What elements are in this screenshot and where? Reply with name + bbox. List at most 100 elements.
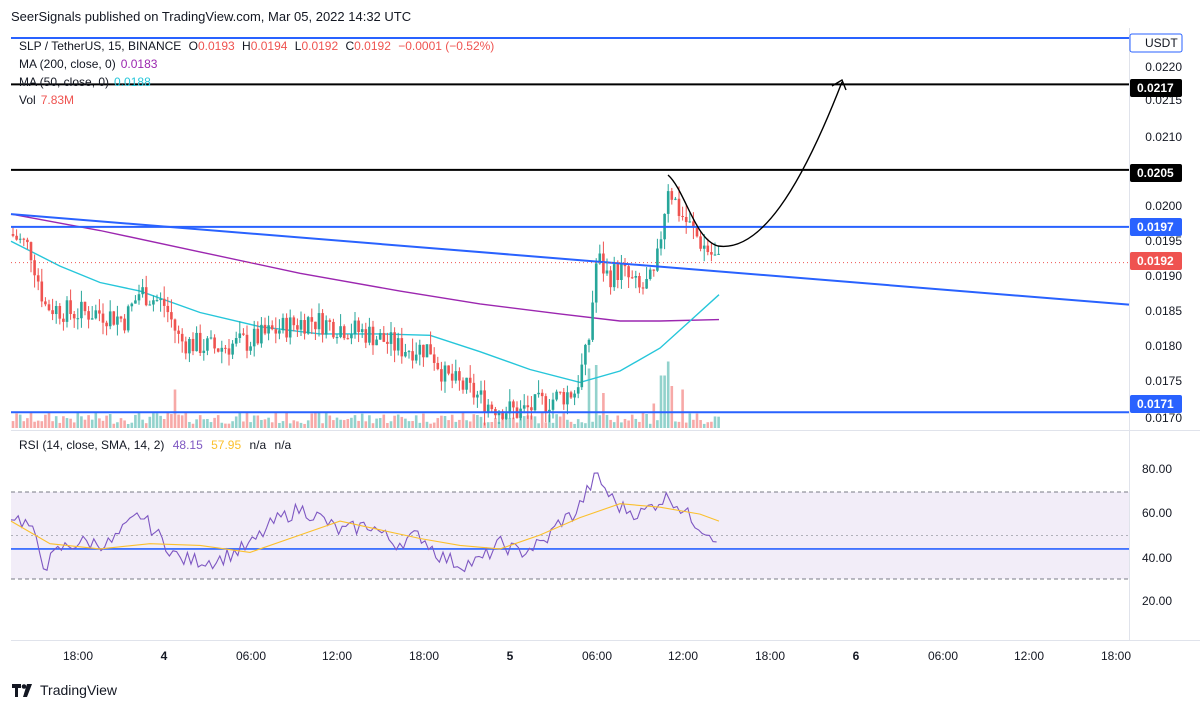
candle-body bbox=[443, 365, 447, 382]
volume-bar bbox=[674, 421, 677, 428]
candle-body bbox=[393, 332, 396, 351]
candle-body bbox=[602, 253, 605, 274]
volume-bar bbox=[440, 415, 443, 428]
volume-bar bbox=[616, 415, 620, 428]
level-label-box bbox=[1130, 218, 1182, 236]
candle-body bbox=[94, 310, 98, 319]
footer-brand: TradingView bbox=[40, 682, 118, 698]
volume-bar bbox=[105, 415, 108, 428]
volume-bar bbox=[641, 412, 645, 428]
volume-bar bbox=[515, 422, 519, 428]
candle-body bbox=[339, 326, 342, 338]
publisher-header: SeerSignals published on TradingView.com… bbox=[11, 9, 412, 24]
candle-body bbox=[252, 328, 256, 347]
candle-body bbox=[594, 263, 598, 303]
rsi-tick: 60.00 bbox=[1142, 506, 1172, 520]
candle-body bbox=[260, 324, 263, 344]
volume-bar bbox=[263, 419, 267, 428]
volume-bar bbox=[458, 419, 461, 428]
candle-body bbox=[116, 316, 119, 325]
candle-body bbox=[605, 270, 609, 274]
volume-bar bbox=[692, 419, 695, 428]
volume-bar bbox=[702, 423, 706, 428]
candle-body bbox=[389, 332, 393, 344]
price-tick: 0.0175 bbox=[1145, 374, 1182, 388]
footer[interactable]: TradingView bbox=[12, 681, 117, 699]
candle-body bbox=[198, 332, 202, 354]
time-tick: 06:00 bbox=[928, 649, 958, 663]
volume-bar bbox=[490, 422, 494, 428]
candle-body bbox=[296, 325, 299, 330]
candle-body bbox=[479, 390, 483, 395]
volume-bar bbox=[677, 421, 681, 428]
volume-bar bbox=[594, 365, 598, 428]
currency-badge[interactable] bbox=[1129, 33, 1183, 53]
volume-bar bbox=[292, 420, 296, 428]
candle-body bbox=[303, 320, 306, 334]
volume-bar bbox=[51, 421, 54, 428]
volume-bar bbox=[83, 419, 87, 428]
candle-body bbox=[342, 326, 346, 339]
volume-bar bbox=[688, 413, 692, 428]
volume-bar bbox=[587, 368, 591, 428]
level-label: 0.0205 bbox=[1137, 166, 1174, 180]
candle-body bbox=[33, 260, 36, 276]
candle-body bbox=[267, 325, 270, 334]
price-tick: 0.0190 bbox=[1145, 269, 1182, 283]
candle-body bbox=[321, 313, 324, 335]
candle-body bbox=[40, 281, 44, 302]
volume-bar bbox=[479, 416, 483, 428]
price-tick: 0.0180 bbox=[1145, 339, 1182, 353]
volume-bar bbox=[94, 412, 98, 428]
candle-body bbox=[681, 215, 684, 217]
volume-bar bbox=[15, 413, 18, 428]
candle-body bbox=[432, 354, 436, 363]
candle-body bbox=[375, 339, 378, 346]
candle-body bbox=[76, 318, 80, 320]
candle-body bbox=[692, 221, 695, 228]
volume-bar bbox=[238, 412, 242, 428]
candle-body bbox=[699, 236, 702, 249]
candle-body bbox=[15, 235, 18, 240]
candle-body bbox=[324, 320, 328, 335]
volume-bar bbox=[404, 418, 407, 428]
time-tick-day: 6 bbox=[853, 649, 860, 663]
candle-body bbox=[630, 277, 634, 279]
candle-body bbox=[562, 391, 566, 405]
candle-body bbox=[238, 333, 242, 339]
volume-bar bbox=[659, 375, 663, 428]
rsi-tick: 80.00 bbox=[1142, 462, 1172, 476]
candle-body bbox=[612, 264, 616, 288]
volume-bar bbox=[98, 418, 101, 428]
volume-bar bbox=[72, 422, 76, 428]
candle-body bbox=[245, 334, 249, 351]
volume-bar bbox=[170, 414, 173, 428]
candle-body bbox=[652, 269, 656, 271]
candle-body bbox=[587, 339, 591, 345]
volume-bar bbox=[684, 422, 688, 428]
candle-body bbox=[666, 191, 670, 214]
time-tick-day: 4 bbox=[161, 649, 168, 663]
volume-bar bbox=[407, 421, 411, 428]
volume-bar bbox=[252, 415, 256, 428]
candle-body bbox=[634, 276, 638, 278]
volume-bar bbox=[695, 413, 699, 428]
volume-bar bbox=[526, 415, 530, 428]
candle-body bbox=[620, 264, 623, 280]
price-tick: 0.0185 bbox=[1145, 304, 1182, 318]
volume-bar bbox=[314, 412, 317, 428]
volume-bar bbox=[116, 422, 119, 428]
volume-bar bbox=[623, 418, 627, 428]
volume-bar bbox=[551, 422, 555, 428]
volume-bar bbox=[324, 412, 328, 428]
volume-bar bbox=[584, 423, 587, 428]
time-tick: 12:00 bbox=[1014, 649, 1044, 663]
volume-bar bbox=[371, 423, 375, 428]
candle-body bbox=[533, 394, 537, 411]
candle-body bbox=[51, 310, 54, 315]
candle-body bbox=[364, 329, 368, 343]
time-tick: 12:00 bbox=[322, 649, 352, 663]
volume-bar bbox=[699, 420, 702, 428]
candle-body bbox=[224, 347, 227, 349]
